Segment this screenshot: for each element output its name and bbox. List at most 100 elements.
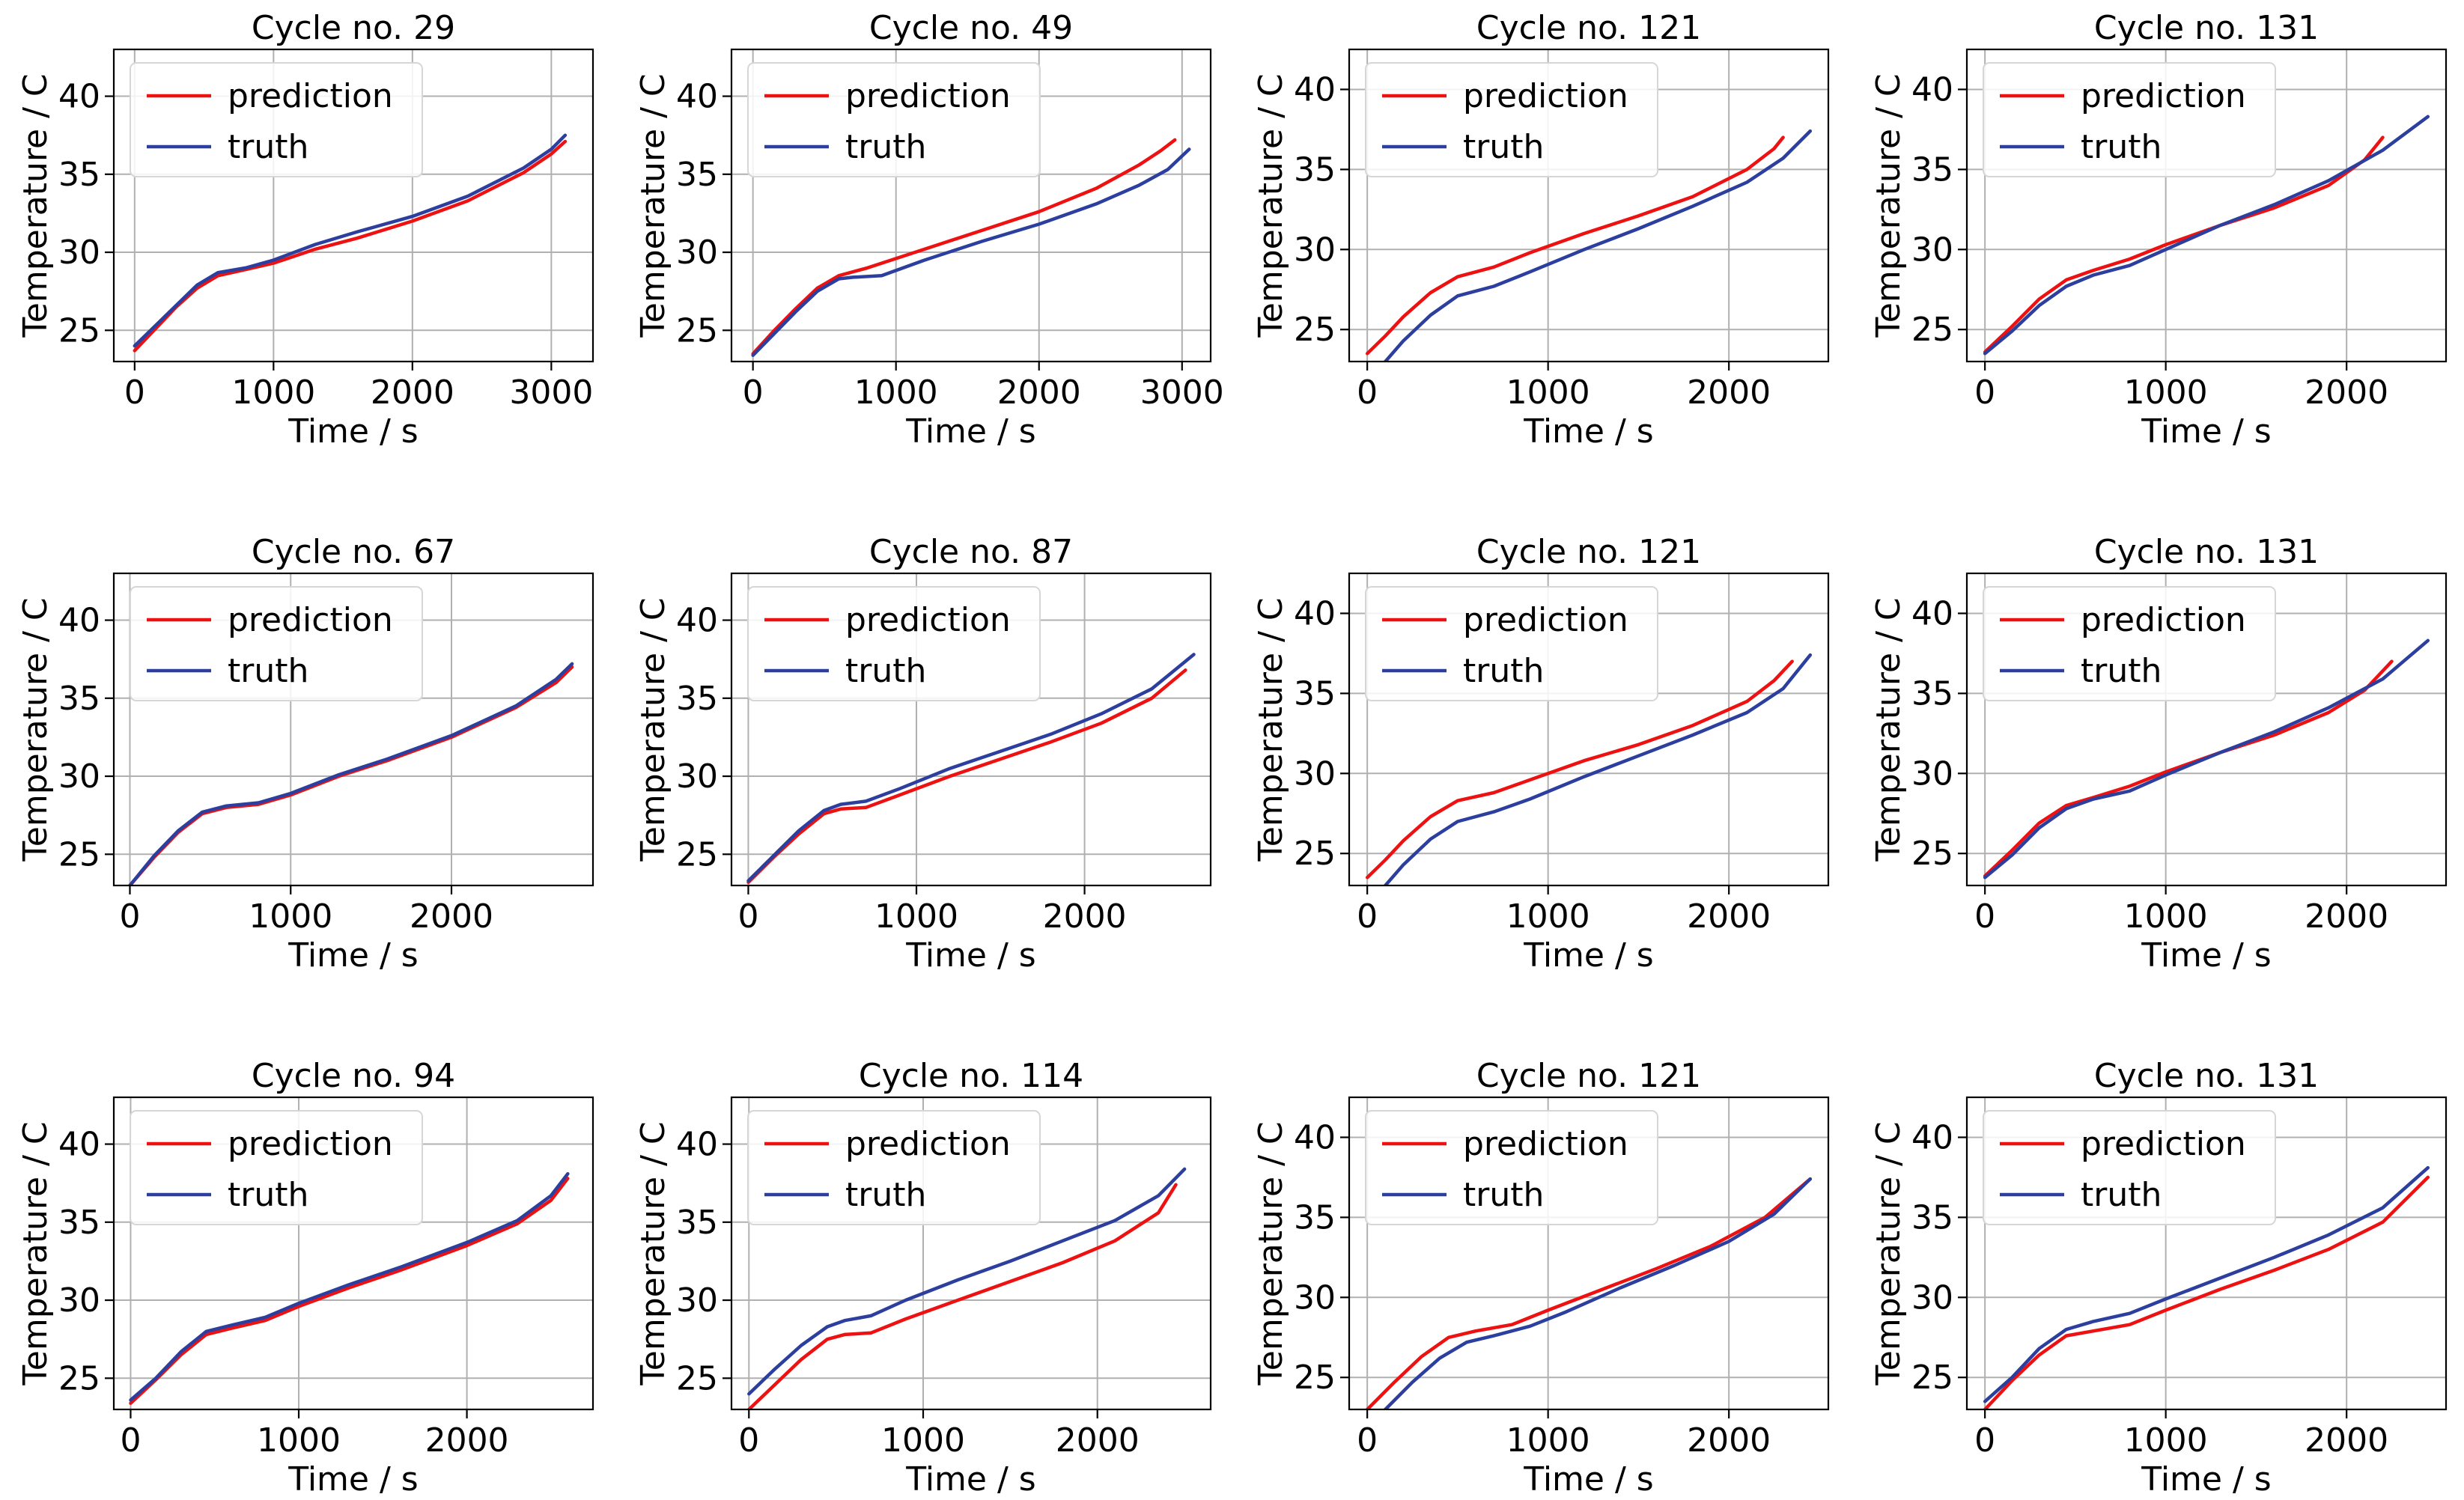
truth-line: [1983, 638, 2430, 879]
axes-frame: [112, 48, 594, 363]
y-tick-label: 35: [676, 680, 718, 718]
y-tick-label: 25: [1294, 1359, 1336, 1397]
legend: prediction truth: [747, 62, 1041, 177]
y-tick-label: 35: [1294, 150, 1336, 189]
subplot-title: Cycle no. 94: [252, 1057, 455, 1095]
subplot-title: Cycle no. 29: [252, 9, 455, 47]
legend: prediction truth: [130, 1110, 423, 1225]
y-axis-label: Temperature / C: [634, 1121, 672, 1385]
legend: prediction truth: [1365, 586, 1658, 701]
x-axis-label: Time / s: [905, 412, 1035, 451]
x-tick-label: 0: [1357, 374, 1378, 412]
y-axis-label: Temperature / C: [16, 73, 55, 338]
y-axis-label: Temperature / C: [1252, 597, 1290, 862]
truth-line: [1384, 129, 1813, 362]
axes-frame: [1348, 572, 1830, 887]
y-axis-label: Temperature / C: [1252, 1121, 1290, 1385]
y-tick-label: 30: [1911, 754, 1953, 793]
y-tick-label: 35: [58, 156, 100, 194]
subplot-title: Cycle no. 131: [2094, 533, 2319, 571]
legend: prediction truth: [1365, 62, 1658, 177]
y-tick-label: 35: [58, 1204, 100, 1242]
subplot-8: 0 1000 2000 25 30 35 40 Cycle no. 131 Time / s Te…: [1870, 533, 2448, 975]
legend-label-prediction: prediction: [228, 77, 393, 115]
x-tick-label: 2000: [2305, 897, 2388, 936]
legend: prediction truth: [1983, 1110, 2276, 1225]
y-tick-label: 35: [1294, 674, 1336, 713]
y-tick-label: 40: [1294, 1118, 1336, 1156]
x-tick-label: 0: [1974, 374, 1995, 412]
subplot-2: 0 1000 2000 3000 25 30 35 40 Cycle no. 49 Time / …: [634, 9, 1224, 451]
y-tick-label: 40: [1911, 70, 1953, 109]
truth-line: [1384, 653, 1813, 885]
legend-label-truth: truth: [2081, 1176, 2162, 1214]
x-tick-label: 3000: [1140, 374, 1224, 412]
y-tick-label: 40: [676, 1126, 718, 1164]
legend-label-prediction: prediction: [845, 1125, 1011, 1163]
x-tick-label: 0: [1357, 1421, 1378, 1460]
legend-label-truth: truth: [845, 1176, 926, 1214]
x-axis-label: Time / s: [2141, 1460, 2271, 1499]
legend-label-truth: truth: [228, 652, 308, 690]
y-tick-label: 25: [1911, 1359, 1953, 1397]
axes-frame: [1965, 1096, 2448, 1411]
legend-label-prediction: prediction: [228, 1125, 393, 1163]
subplot-12: 0 1000 2000 25 30 35 40 Cycle no. 131 Time / s Te…: [1870, 1057, 2448, 1499]
x-axis-label: Time / s: [905, 936, 1035, 975]
prediction-line: [751, 138, 1177, 356]
x-axis-label: Time / s: [288, 1460, 418, 1499]
x-tick-label: 0: [1974, 1421, 1995, 1460]
axes-frame: [1348, 1096, 1830, 1411]
x-tick-label: 2000: [1687, 1421, 1771, 1460]
x-tick-label: 2000: [1043, 897, 1127, 936]
subplot-10: 0 1000 2000 25 30 35 40 Cycle no. 114 Time / s Te…: [634, 1057, 1212, 1499]
y-tick-label: 30: [1294, 231, 1336, 269]
y-tick-label: 35: [676, 1204, 718, 1242]
axes-frame: [1965, 48, 2448, 363]
y-tick-label: 25: [58, 1359, 100, 1397]
legend: prediction truth: [1983, 62, 2276, 177]
axes-frame: [730, 1096, 1212, 1411]
legend-label-truth: truth: [845, 652, 926, 690]
x-tick-label: 1000: [2124, 1421, 2208, 1460]
subplot-title: Cycle no. 131: [2094, 9, 2319, 47]
y-tick-label: 40: [1911, 594, 1953, 632]
x-tick-label: 1000: [257, 1421, 341, 1460]
truth-line: [129, 1171, 570, 1402]
subplot-title: Cycle no. 87: [869, 533, 1073, 571]
axes-frame: [730, 572, 1212, 887]
x-axis-label: Time / s: [1523, 412, 1653, 451]
y-tick-label: 30: [58, 757, 100, 796]
axes-frame: [730, 48, 1212, 363]
x-tick-label: 0: [120, 1421, 141, 1460]
x-tick-label: 1000: [2124, 897, 2208, 936]
prediction-line: [1365, 1177, 1813, 1409]
legend-label-truth: truth: [228, 128, 308, 166]
x-tick-label: 2000: [997, 374, 1081, 412]
legend: prediction truth: [130, 586, 423, 701]
legend-label-truth: truth: [228, 1176, 308, 1214]
legend: prediction truth: [747, 586, 1041, 701]
x-tick-label: 0: [738, 1421, 759, 1460]
subplot-title: Cycle no. 121: [1476, 9, 1701, 47]
subplot-title: Cycle no. 131: [2094, 1057, 2319, 1095]
y-tick-label: 30: [58, 234, 100, 272]
y-axis-label: Temperature / C: [1870, 597, 1908, 862]
y-tick-label: 30: [1911, 1278, 1953, 1317]
x-tick-label: 0: [743, 374, 764, 412]
y-tick-label: 35: [676, 156, 718, 194]
subplot-3: 0 1000 2000 25 30 35 40 Cycle no. 121 Time / s Te…: [1252, 9, 1830, 451]
y-tick-label: 25: [1911, 311, 1953, 349]
y-axis-label: Temperature / C: [1870, 73, 1908, 338]
subplot-4: 0 1000 2000 25 30 35 40 Cycle no. 131 Time / s Te…: [1870, 9, 2448, 451]
y-tick-label: 40: [676, 602, 718, 640]
y-tick-label: 25: [676, 1359, 718, 1397]
x-tick-label: 1000: [1506, 897, 1590, 936]
x-axis-label: Time / s: [2141, 936, 2271, 975]
axes-frame: [1348, 48, 1830, 363]
legend-label-prediction: prediction: [1463, 77, 1628, 115]
x-tick-label: 0: [124, 374, 145, 412]
y-tick-label: 40: [676, 78, 718, 116]
legend-label-prediction: prediction: [1463, 601, 1628, 639]
